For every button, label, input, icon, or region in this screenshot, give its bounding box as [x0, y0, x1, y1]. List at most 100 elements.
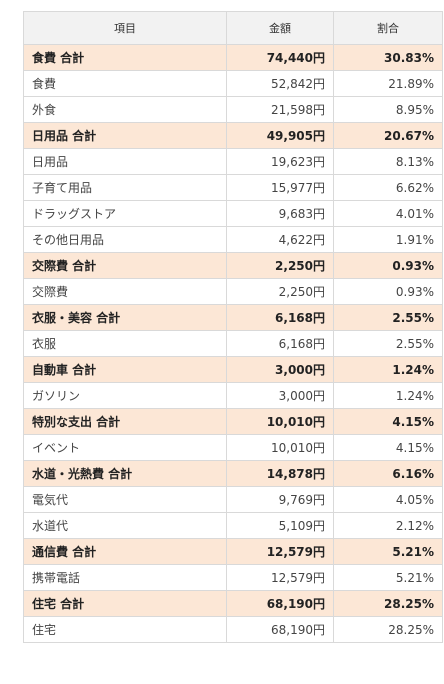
- ratio-cell: 1.24%: [333, 356, 443, 383]
- item-cell: 外食: [23, 96, 227, 123]
- ratio-cell: 4.15%: [333, 434, 443, 461]
- table-header: 項目 金額 割合: [23, 11, 443, 45]
- item-cell: 電気代: [23, 486, 227, 513]
- table-row: その他日用品 4,622円 1.91%: [23, 226, 443, 253]
- item-cell: 子育て用品: [23, 174, 227, 201]
- column-header-ratio: 割合: [333, 11, 443, 45]
- item-cell: 特別な支出 合計: [23, 408, 227, 435]
- ratio-cell: 28.25%: [333, 616, 443, 643]
- ratio-cell: 8.13%: [333, 148, 443, 175]
- amount-cell: 3,000円: [226, 382, 334, 409]
- budget-table-container: 項目 金額 割合 食費 合計 74,440円 30.83% 食費 52,842円 21.8…: [23, 11, 443, 643]
- item-cell: 日用品: [23, 148, 227, 175]
- amount-cell: 5,109円: [226, 512, 334, 539]
- item-cell: 食費 合計: [23, 44, 227, 71]
- expense-breakdown-table: 項目 金額 割合 食費 合計 74,440円 30.83% 食費 52,842円 21.8…: [23, 11, 443, 643]
- table-row: イベント 10,010円 4.15%: [23, 434, 443, 461]
- ratio-cell: 6.16%: [333, 460, 443, 487]
- ratio-cell: 20.67%: [333, 122, 443, 149]
- amount-cell: 6,168円: [226, 330, 334, 357]
- ratio-cell: 2.55%: [333, 330, 443, 357]
- amount-cell: 19,623円: [226, 148, 334, 175]
- column-header-item: 項目: [23, 11, 227, 45]
- ratio-cell: 1.91%: [333, 226, 443, 253]
- table-row: 住宅 68,190円 28.25%: [23, 616, 443, 643]
- item-cell: 携帯電話: [23, 564, 227, 591]
- amount-cell: 9,683円: [226, 200, 334, 227]
- item-cell: イベント: [23, 434, 227, 461]
- amount-cell: 12,579円: [226, 538, 334, 565]
- subtotal-row: 自動車 合計 3,000円 1.24%: [23, 356, 443, 383]
- amount-cell: 2,250円: [226, 252, 334, 279]
- ratio-cell: 0.93%: [333, 252, 443, 279]
- column-header-amount: 金額: [226, 11, 334, 45]
- ratio-cell: 4.15%: [333, 408, 443, 435]
- item-cell: 住宅: [23, 616, 227, 643]
- ratio-cell: 4.05%: [333, 486, 443, 513]
- subtotal-row: 食費 合計 74,440円 30.83%: [23, 44, 443, 71]
- subtotal-row: 日用品 合計 49,905円 20.67%: [23, 122, 443, 149]
- table-row: 電気代 9,769円 4.05%: [23, 486, 443, 513]
- amount-cell: 68,190円: [226, 616, 334, 643]
- amount-cell: 10,010円: [226, 408, 334, 435]
- ratio-cell: 30.83%: [333, 44, 443, 71]
- item-cell: ガソリン: [23, 382, 227, 409]
- amount-cell: 68,190円: [226, 590, 334, 617]
- table-row: 交際費 2,250円 0.93%: [23, 278, 443, 305]
- header-row: 項目 金額 割合: [23, 11, 443, 45]
- subtotal-row: 水道・光熱費 合計 14,878円 6.16%: [23, 460, 443, 487]
- item-cell: 食費: [23, 70, 227, 97]
- table-row: 携帯電話 12,579円 5.21%: [23, 564, 443, 591]
- item-cell: その他日用品: [23, 226, 227, 253]
- ratio-cell: 28.25%: [333, 590, 443, 617]
- amount-cell: 74,440円: [226, 44, 334, 71]
- item-cell: ドラッグストア: [23, 200, 227, 227]
- item-cell: 通信費 合計: [23, 538, 227, 565]
- item-cell: 衣服・美容 合計: [23, 304, 227, 331]
- ratio-cell: 1.24%: [333, 382, 443, 409]
- table-row: 外食 21,598円 8.95%: [23, 96, 443, 123]
- item-cell: 交際費 合計: [23, 252, 227, 279]
- ratio-cell: 21.89%: [333, 70, 443, 97]
- ratio-cell: 0.93%: [333, 278, 443, 305]
- ratio-cell: 5.21%: [333, 538, 443, 565]
- ratio-cell: 6.62%: [333, 174, 443, 201]
- amount-cell: 6,168円: [226, 304, 334, 331]
- ratio-cell: 2.55%: [333, 304, 443, 331]
- amount-cell: 3,000円: [226, 356, 334, 383]
- item-cell: 自動車 合計: [23, 356, 227, 383]
- ratio-cell: 4.01%: [333, 200, 443, 227]
- table-row: 日用品 19,623円 8.13%: [23, 148, 443, 175]
- subtotal-row: 特別な支出 合計 10,010円 4.15%: [23, 408, 443, 435]
- item-cell: 交際費: [23, 278, 227, 305]
- item-cell: 水道代: [23, 512, 227, 539]
- table-row: 子育て用品 15,977円 6.62%: [23, 174, 443, 201]
- amount-cell: 9,769円: [226, 486, 334, 513]
- table-row: ドラッグストア 9,683円 4.01%: [23, 200, 443, 227]
- table-row: ガソリン 3,000円 1.24%: [23, 382, 443, 409]
- amount-cell: 21,598円: [226, 96, 334, 123]
- ratio-cell: 8.95%: [333, 96, 443, 123]
- amount-cell: 12,579円: [226, 564, 334, 591]
- amount-cell: 14,878円: [226, 460, 334, 487]
- amount-cell: 49,905円: [226, 122, 334, 149]
- amount-cell: 52,842円: [226, 70, 334, 97]
- item-cell: 住宅 合計: [23, 590, 227, 617]
- amount-cell: 10,010円: [226, 434, 334, 461]
- item-cell: 日用品 合計: [23, 122, 227, 149]
- subtotal-row: 住宅 合計 68,190円 28.25%: [23, 590, 443, 617]
- amount-cell: 2,250円: [226, 278, 334, 305]
- subtotal-row: 通信費 合計 12,579円 5.21%: [23, 538, 443, 565]
- amount-cell: 4,622円: [226, 226, 334, 253]
- subtotal-row: 衣服・美容 合計 6,168円 2.55%: [23, 304, 443, 331]
- table-row: 水道代 5,109円 2.12%: [23, 512, 443, 539]
- amount-cell: 15,977円: [226, 174, 334, 201]
- subtotal-row: 交際費 合計 2,250円 0.93%: [23, 252, 443, 279]
- ratio-cell: 2.12%: [333, 512, 443, 539]
- table-row: 食費 52,842円 21.89%: [23, 70, 443, 97]
- table-row: 衣服 6,168円 2.55%: [23, 330, 443, 357]
- ratio-cell: 5.21%: [333, 564, 443, 591]
- table-body: 食費 合計 74,440円 30.83% 食費 52,842円 21.89% 外食 21,59…: [23, 44, 443, 643]
- item-cell: 衣服: [23, 330, 227, 357]
- item-cell: 水道・光熱費 合計: [23, 460, 227, 487]
